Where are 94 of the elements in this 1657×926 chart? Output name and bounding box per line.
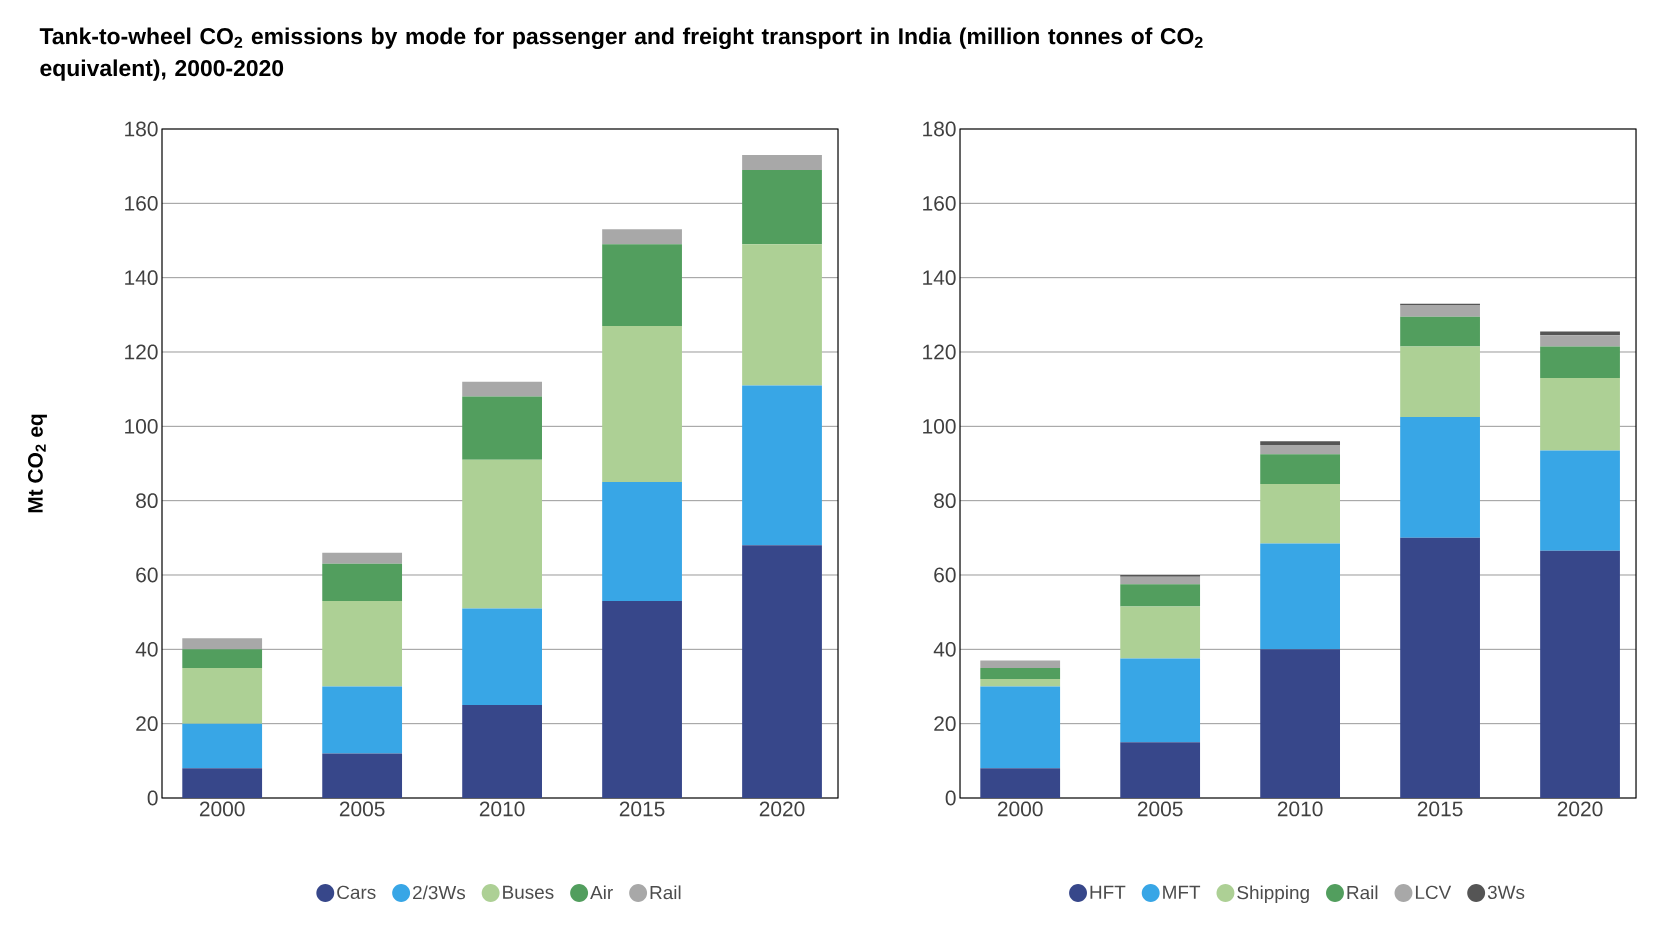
bar [1120,576,1201,585]
bar [1260,543,1340,650]
y-tick-label: 160 [923,195,956,211]
y-tick-label: 120 [125,344,158,360]
bar [462,705,542,798]
y-tick-label: 180 [125,121,158,137]
bar [182,649,263,668]
bar [1260,441,1340,445]
x-tick-label: 2000 [997,801,1043,817]
bar [1540,335,1620,347]
bar [980,768,1061,798]
bar [980,679,1061,687]
legend-label: Cars [337,885,376,900]
y-tick-label: 100 [923,418,956,434]
bar [462,608,542,706]
bar [1400,316,1480,347]
y-tick-label: 20 [136,716,158,732]
x-tick-label: 2020 [759,801,805,817]
bar [462,381,542,397]
bar [980,686,1061,769]
bar [1120,584,1201,607]
y-tick-label: 60 [136,567,158,583]
x-tick-label: 2010 [1277,801,1323,817]
bar [980,667,1061,680]
legend-label: Rail [650,885,681,900]
bar [1400,346,1480,418]
bar [1400,417,1480,538]
bar [1400,537,1480,798]
y-tick-label: 60 [934,567,956,583]
x-tick-label: 2015 [619,801,665,817]
y-tick-label: 20 [934,716,956,732]
y-tick-label: 0 [147,790,158,806]
x-tick-label: 2020 [1557,801,1603,817]
y-tick-label: 40 [135,641,158,657]
bar [602,601,682,798]
bar [322,563,403,602]
bar [742,545,822,798]
legend-label: 2/3Ws [413,885,466,900]
bar [1120,658,1201,743]
x-tick-label: 2010 [479,801,525,817]
x-tick-label: 2005 [339,801,385,817]
bar [1540,378,1620,451]
bar [182,723,263,769]
chart-title: Tank-to-wheel CO$_{2}$ emissions by mode for passenger and freight transport in India (million tonnes of CO$_{2}$ equivalent), 2000-2020 [39,27,1203,81]
bar [742,385,822,546]
y-tick-label: 100 [125,418,158,434]
legend-label: Air [590,885,613,900]
y-tick-label: 0 [945,790,956,806]
bar [322,601,403,687]
bar [1260,483,1340,544]
bar [1540,450,1620,551]
legend-label: 3Ws [1487,885,1525,900]
y-tick-label: 160 [125,195,158,211]
bar [742,169,822,245]
bar [602,482,682,602]
bar [602,229,682,245]
legend-label: LCV [1415,885,1452,900]
bar [1120,742,1201,798]
bar [322,552,403,564]
y-tick-label: 140 [923,270,956,286]
y-tick-label: 180 [923,121,956,137]
bar [1540,550,1620,798]
bar [602,325,682,483]
y-tick-label: 80 [934,493,956,509]
bar [1260,444,1340,455]
legend-label: HFT [1090,885,1126,899]
bar [742,155,822,170]
legend-label: Shipping [1237,885,1309,904]
x-tick-label: 2015 [1417,801,1463,817]
y-tick-label: 80 [136,493,158,509]
bar [462,396,542,460]
bar [1540,346,1620,379]
legend-label: Buses [503,885,554,899]
y-tick-label: 40 [933,641,956,657]
bar [182,667,263,724]
bar [182,638,263,650]
x-tick-label: 2000 [199,801,245,817]
y-axis-title: Mt CO$_{2}$ eq [27,414,47,513]
bar [602,244,682,326]
bar [1120,606,1201,659]
legend-label: Rail [1347,885,1378,900]
legend-label: MFT [1163,885,1201,899]
y-tick-label: 140 [125,270,158,286]
y-tick-label: 120 [923,344,956,360]
bar [1260,454,1340,484]
bar [322,753,403,798]
bar [1400,305,1480,317]
bar [182,768,263,798]
bar [980,660,1061,668]
x-tick-label: 2005 [1137,801,1183,817]
bar [1260,649,1340,798]
bar [322,686,403,754]
bar [742,244,822,386]
bar [462,459,542,609]
